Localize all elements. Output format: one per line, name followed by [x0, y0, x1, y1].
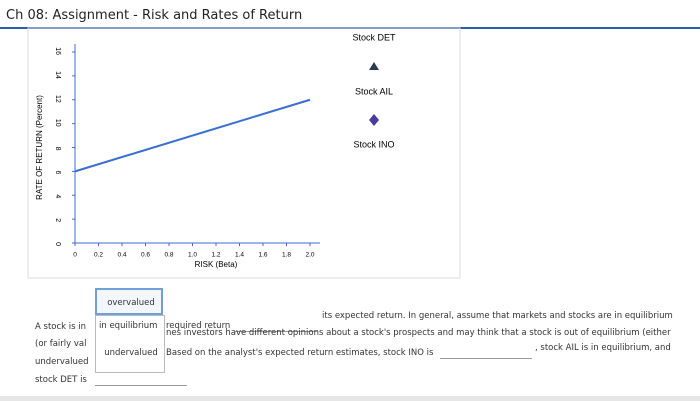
- y-tick-label: 12: [54, 95, 61, 103]
- x-tick-label: 0: [73, 252, 77, 259]
- chart: Stock DET Stock AIL Stock INO 0 2 4 6 8 10 12 1…: [27, 27, 461, 279]
- answer-blank[interactable]: [95, 385, 187, 386]
- answer-blank[interactable]: [440, 358, 532, 359]
- x-tick-label: 1.6: [258, 252, 267, 259]
- legend-label: Stock INO: [353, 139, 394, 149]
- question-text: required return: [166, 321, 231, 331]
- question-text: undervalued: [35, 357, 89, 367]
- x-tick-label: 1.4: [235, 252, 244, 259]
- y-tick-label: 8: [54, 147, 61, 151]
- y-tick-label: 4: [54, 194, 61, 198]
- dropdown-option[interactable]: in equilibrium: [99, 321, 158, 331]
- question-text: nes investors have different opinions ab…: [166, 328, 671, 338]
- header-title: Ch 08: Assignment - Risk and Rates of Re…: [6, 8, 303, 23]
- question-text: , stock AIL is in equilibrium, and: [535, 343, 671, 353]
- legend-marker: [369, 62, 379, 70]
- y-tick-label: 0: [54, 242, 61, 246]
- question-text: (or fairly val: [35, 339, 87, 349]
- question-text: Based on the analyst's expected return e…: [166, 348, 434, 358]
- x-tick-label: 2.0: [305, 252, 314, 259]
- dropdown-option[interactable]: overvalued: [95, 288, 163, 315]
- sml-line: [74, 98, 311, 173]
- answer-blank[interactable]: [235, 331, 317, 332]
- y-tick-label: 16: [54, 47, 61, 55]
- y-tick-label: 2: [54, 218, 61, 222]
- question-text: stock DET is: [35, 375, 87, 385]
- y-tick-label: 10: [54, 119, 61, 127]
- y-axis-title: RATE OF RETURN (Percent): [35, 95, 44, 200]
- x-tick-label: 0.4: [117, 252, 126, 259]
- dropdown-option[interactable]: undervalued: [104, 348, 158, 358]
- y-tick-label: 14: [54, 71, 61, 79]
- bottom-bar: [0, 396, 700, 401]
- x-tick-label: 0.2: [94, 252, 103, 259]
- y-tick-label: 6: [54, 170, 61, 174]
- chart-frame: [27, 27, 461, 279]
- dropdown-list: [95, 315, 165, 373]
- x-tick-label: 1.0: [188, 252, 197, 259]
- legend-marker: [369, 114, 379, 126]
- x-axis-title: RISK (Beta): [195, 260, 238, 269]
- question-text: A stock is in: [35, 322, 87, 332]
- legend-label: Stock DET: [352, 32, 396, 42]
- x-tick-label: 0.6: [141, 252, 150, 259]
- legend-label: Stock AIL: [355, 86, 393, 96]
- x-tick-label: 1.2: [211, 252, 220, 259]
- x-tick-label: 0.8: [164, 252, 173, 259]
- x-tick-label: 1.8: [282, 252, 291, 259]
- question-text: its expected return. In general, assume …: [322, 311, 673, 321]
